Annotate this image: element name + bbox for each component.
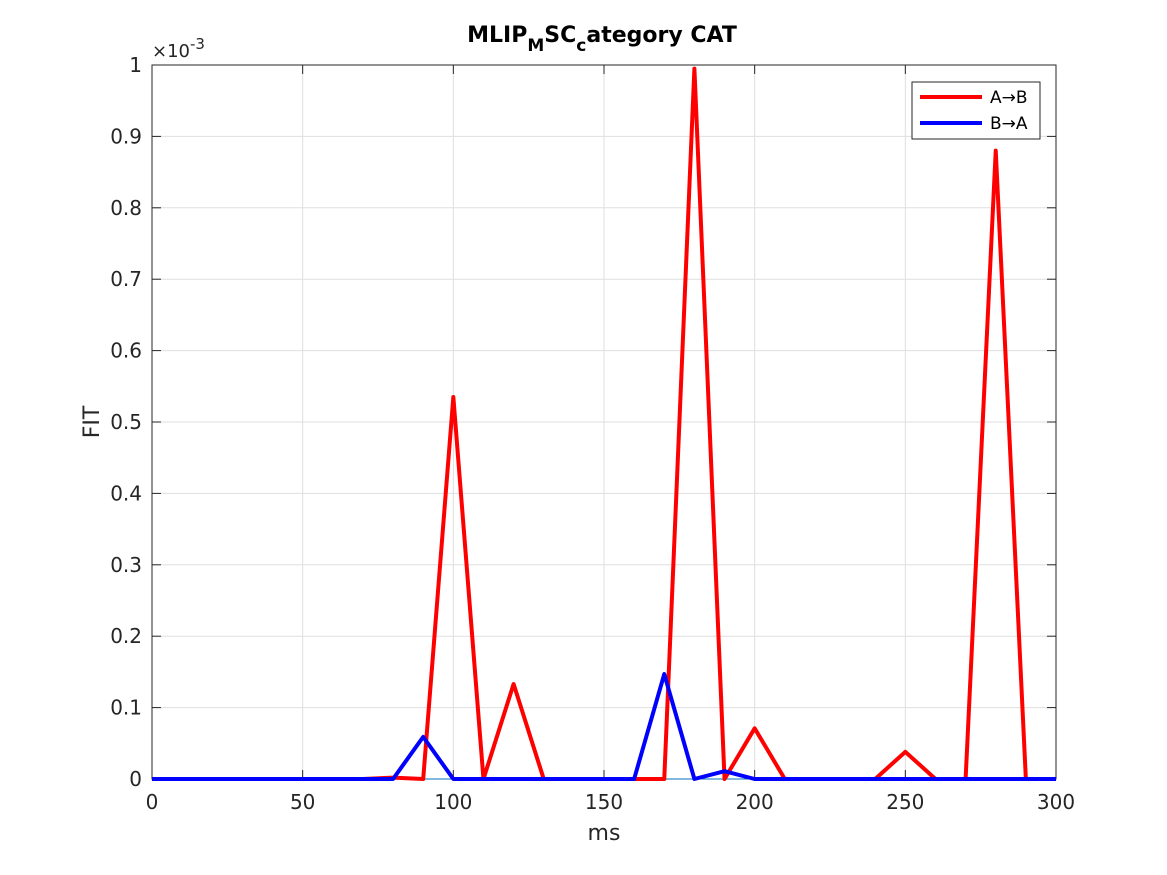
x-tick-label: 50: [290, 790, 315, 814]
y-tick-label: 0.2: [110, 624, 142, 648]
chart-title: MLIPMSCcategory CAT: [467, 23, 737, 56]
legend-box: [911, 81, 1041, 140]
y-tick-label: 0.7: [110, 267, 142, 291]
y-tick-label: 0.8: [110, 196, 142, 220]
y-tick-label: 0.5: [110, 410, 142, 434]
title-subscript-2: c: [576, 36, 586, 56]
series-lines: [152, 66, 1056, 781]
y-tick-label: 0.3: [110, 553, 142, 577]
title-part-main: MLIP: [467, 23, 527, 48]
axes: 0 50 100 150 200 250 300 0 0.1 0.2 0.3 0.4 0.5 0.6 0.7…: [110, 53, 1075, 814]
y-tick-label: 0.4: [110, 481, 142, 505]
series-line-b-to-a: [152, 672, 1056, 781]
title-subscript-1: M: [527, 36, 544, 56]
y-exponent-times: ×10: [152, 41, 190, 62]
y-tick-label: 0.9: [110, 124, 142, 148]
x-tick-label: 200: [736, 790, 774, 814]
x-tick-label: 300: [1037, 790, 1075, 814]
x-axis-label: ms: [588, 821, 621, 846]
y-tick-label: 0.6: [110, 339, 142, 363]
y-exponent-label: ×10-3: [152, 35, 205, 62]
x-tick-label: 0: [146, 790, 159, 814]
title-part-mid: SC: [544, 23, 576, 48]
y-tick-label: 1: [129, 53, 142, 77]
title-part-rest: ategory CAT: [586, 23, 736, 48]
legend-label-b-to-a: B→A: [990, 114, 1028, 134]
legend-label-a-to-b: A→B: [990, 88, 1028, 108]
y-tick-label: 0.1: [110, 696, 142, 720]
y-axis-label: FIT: [80, 405, 105, 438]
y-exponent-power: -3: [190, 35, 205, 53]
y-tick-label: 0: [129, 767, 142, 791]
x-tick-label: 100: [434, 790, 472, 814]
x-tick-label: 150: [585, 790, 623, 814]
x-tick-label: 250: [886, 790, 924, 814]
legend: A→B B→A: [911, 81, 1041, 140]
